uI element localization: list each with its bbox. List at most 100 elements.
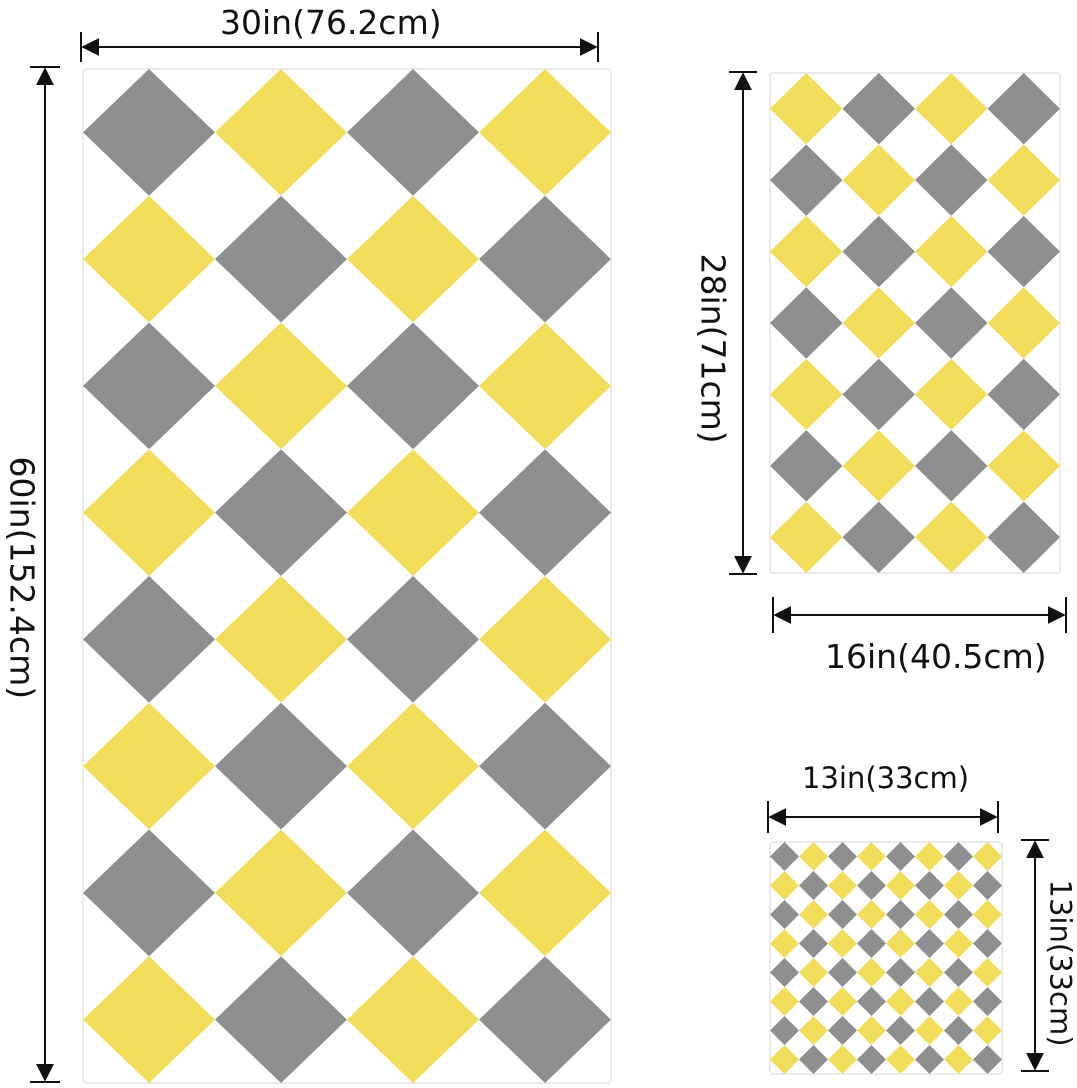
hand-diamond: [915, 287, 988, 359]
hand-diamond: [842, 287, 915, 359]
hand-diamond: [842, 144, 915, 216]
wash-diamond: [770, 900, 799, 929]
bath-diamond: [215, 956, 347, 1083]
hand-diamond: [987, 287, 1060, 359]
wash-diamond: [857, 958, 886, 987]
hand-diamond: [915, 430, 988, 502]
bath-diamond: [83, 829, 215, 957]
wash-diamond: [857, 900, 886, 929]
bath-diamond: [83, 322, 215, 450]
wash-diamond: [973, 900, 1002, 929]
bath-diamond: [83, 449, 215, 576]
hand-height-label: 28in(71cm): [693, 253, 733, 444]
wash-diamond: [944, 987, 973, 1016]
wash-diamond: [770, 958, 799, 987]
wash-diamond: [973, 958, 1002, 987]
bath-diamond: [479, 702, 611, 830]
wash-diamond: [886, 871, 915, 900]
wash-diamond: [799, 929, 828, 958]
hand-diamond: [770, 144, 843, 216]
wash-diamond: [944, 842, 973, 871]
wash-diamond: [915, 958, 944, 987]
hand-diamond: [770, 501, 843, 573]
bath-towel: [82, 68, 612, 1084]
wash-diamond: [944, 958, 973, 987]
wash-diamond: [799, 987, 828, 1016]
washcloth-diamond-pattern: [770, 842, 1002, 1074]
wash-diamond: [886, 929, 915, 958]
bath-width-label: 30in(76.2cm): [220, 3, 442, 42]
bath-diamond: [347, 702, 479, 830]
bath-diamond: [479, 829, 611, 957]
washcloth-width-label: 13in(33cm): [802, 761, 970, 795]
wash-diamond: [857, 1016, 886, 1045]
wash-diamond: [857, 1045, 886, 1074]
hand-diamond: [915, 215, 988, 288]
wash-diamond: [828, 987, 857, 1016]
bath-diamond: [215, 69, 347, 196]
wash-diamond: [915, 842, 944, 871]
bath-diamond: [347, 322, 479, 450]
hand-diamond: [915, 358, 988, 431]
hand-diamond: [987, 144, 1060, 216]
wash-diamond: [915, 929, 944, 958]
wash-diamond: [915, 1016, 944, 1045]
wash-diamond: [944, 900, 973, 929]
hand-diamond: [987, 73, 1060, 145]
wash-diamond: [973, 929, 1002, 958]
bath-diamond: [215, 829, 347, 957]
wash-diamond: [828, 958, 857, 987]
wash-diamond: [857, 871, 886, 900]
wash-diamond: [799, 871, 828, 900]
wash-diamond: [973, 871, 1002, 900]
bath-diamond: [347, 576, 479, 703]
bath-diamond: [83, 702, 215, 830]
bath-diamond: [479, 322, 611, 450]
hand-diamond: [770, 73, 843, 145]
wash-diamond: [828, 1016, 857, 1045]
wash-diamond: [828, 842, 857, 871]
wash-diamond: [857, 929, 886, 958]
bath-diamond: [479, 195, 611, 323]
hand-diamond: [915, 73, 988, 145]
hand-diamond: [987, 215, 1060, 288]
wash-diamond: [828, 871, 857, 900]
bath-diamond: [479, 69, 611, 196]
hand-width-label: 16in(40.5cm): [825, 637, 1047, 676]
wash-diamond: [799, 900, 828, 929]
wash-diamond: [770, 842, 799, 871]
wash-diamond: [915, 987, 944, 1016]
wash-diamond: [915, 900, 944, 929]
bath-diamond: [347, 195, 479, 323]
hand-towel: [769, 72, 1061, 574]
wash-diamond: [857, 842, 886, 871]
bath-diamond: [479, 956, 611, 1083]
bath-diamond: [83, 69, 215, 196]
washcloth: [769, 841, 1003, 1075]
wash-diamond: [799, 1045, 828, 1074]
bath-diamond: [83, 956, 215, 1083]
wash-diamond: [799, 842, 828, 871]
hand-diamond: [842, 430, 915, 502]
dimension-lines: [30, 32, 1067, 1083]
wash-diamond: [828, 1045, 857, 1074]
wash-diamond: [915, 871, 944, 900]
hand-diamond: [987, 358, 1060, 431]
wash-diamond: [886, 958, 915, 987]
wash-diamond: [915, 1045, 944, 1074]
wash-diamond: [828, 929, 857, 958]
wash-diamond: [828, 900, 857, 929]
bath-diamond: [347, 956, 479, 1083]
bath-diamond: [83, 576, 215, 703]
hand-diamond: [915, 501, 988, 573]
wash-diamond: [886, 842, 915, 871]
bath-diamond: [479, 576, 611, 703]
bath-diamond: [347, 449, 479, 576]
wash-diamond: [770, 987, 799, 1016]
bath-diamond: [215, 702, 347, 830]
wash-diamond: [973, 987, 1002, 1016]
bath-diamond: [215, 449, 347, 576]
wash-diamond: [973, 842, 1002, 871]
wash-diamond: [770, 1016, 799, 1045]
